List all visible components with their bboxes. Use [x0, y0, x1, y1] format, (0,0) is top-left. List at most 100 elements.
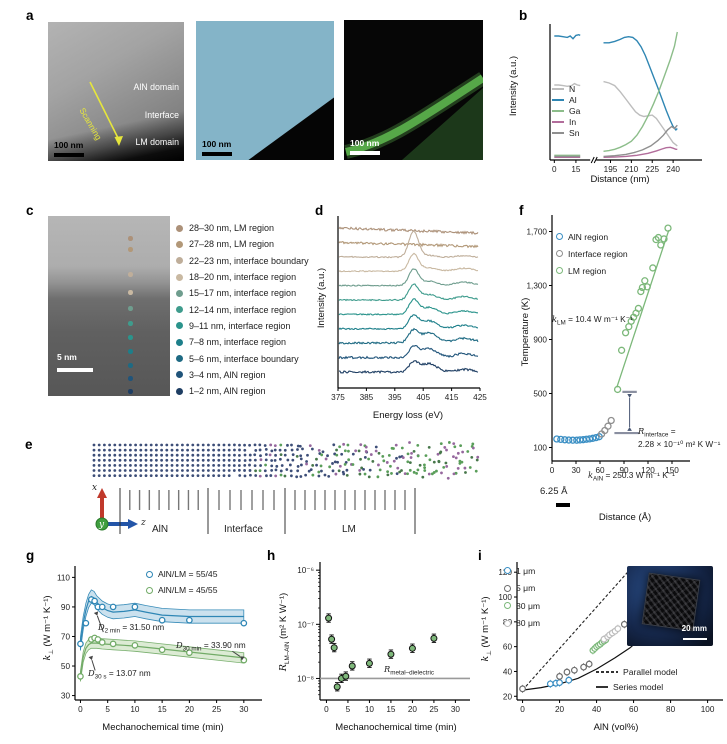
particle-size-item: 1 μm — [504, 562, 540, 580]
scalebar-label: 100 nm — [202, 139, 232, 149]
scalebar-label: 100 nm — [54, 140, 84, 150]
ruler-label-lm: LM — [342, 524, 356, 535]
probe-position-item: 3–4 nm, AlN region — [176, 367, 309, 383]
particle-size-item: 30 μm — [504, 597, 540, 615]
eds-ga-band — [344, 72, 483, 160]
svg-text:30: 30 — [451, 705, 461, 714]
g-legend: AlN/LM = 55/45 AlN/LM = 45/55 — [146, 566, 217, 598]
rmetal-dielectric-label: Rmetal–dielectric — [384, 664, 434, 677]
probe-position-item: 18–20 nm, interface region — [176, 269, 309, 285]
g-xlabel: Mechanochemical time (min) — [102, 722, 224, 733]
interface-label: Interface — [144, 110, 179, 120]
svg-text:100: 100 — [701, 705, 715, 714]
scalebar-label: 100 nm — [350, 138, 380, 148]
svg-text:0: 0 — [552, 165, 557, 174]
panel-letter-i: i — [478, 548, 482, 563]
svg-text:30: 30 — [61, 692, 71, 701]
edx-legend-item: Ga — [552, 106, 580, 117]
svg-text:25: 25 — [212, 705, 222, 714]
svg-text:25: 25 — [429, 705, 439, 714]
stem-interface-image: 5 nm — [48, 216, 170, 396]
panel-letter-b: b — [519, 8, 528, 23]
probe-position-item: 27–28 nm, LM region — [176, 236, 309, 252]
svg-text:0: 0 — [78, 705, 83, 714]
svg-text:90: 90 — [619, 466, 629, 475]
svg-text:900: 900 — [533, 336, 547, 345]
svg-text:20: 20 — [503, 692, 513, 701]
f-legend-item: Interface region — [556, 245, 628, 262]
panel-letter-c: c — [26, 203, 34, 218]
eels-probe-dots — [48, 216, 170, 396]
probe-dot — [128, 335, 133, 340]
b-ylabel: Intensity (a.u.) — [508, 55, 519, 117]
probe-position-legend: 28–30 nm, LM region 27–28 nm, LM region 22… — [176, 220, 309, 399]
f-ylabel: Temperature (K) — [520, 297, 531, 367]
panel-letter-a: a — [26, 8, 34, 23]
probe-position-item: 7–8 nm, interface region — [176, 334, 309, 350]
svg-text:5: 5 — [105, 705, 110, 714]
resistance-vs-time-chart: 10⁻⁸ 10⁻⁷ 10⁻⁶ 0 5 10 15 20 25 30 — [297, 562, 470, 714]
svg-text:40: 40 — [503, 667, 513, 676]
eels-spectra-chart: 375 385 395 405 415 425 — [331, 216, 487, 402]
svg-text:5: 5 — [346, 705, 351, 714]
svg-text:60: 60 — [503, 643, 513, 652]
probe-dot — [128, 376, 133, 381]
svg-text:0: 0 — [550, 466, 555, 475]
i-ylabel: k⊥ (W m⁻¹ K⁻¹) — [480, 596, 493, 662]
svg-text:0: 0 — [324, 705, 329, 714]
d-ylabel: Intensity (a.u.) — [316, 267, 327, 329]
scalebar — [54, 153, 84, 157]
probe-dot — [128, 321, 133, 326]
e-scalebar — [556, 503, 570, 507]
svg-text:415: 415 — [445, 393, 459, 402]
svg-text:405: 405 — [416, 393, 430, 402]
panel-letter-f: f — [519, 203, 524, 218]
probe-position-item: 28–30 nm, LM region — [176, 220, 309, 236]
svg-text:90: 90 — [61, 603, 71, 612]
probe-dot — [128, 349, 133, 354]
svg-text:10: 10 — [365, 705, 375, 714]
probe-dot — [128, 306, 133, 311]
probe-position-item: 22–23 nm, interface boundary — [176, 253, 309, 269]
inset-scalebar-label: 20 mm — [681, 624, 707, 633]
ruler-label-interface: Interface — [224, 524, 263, 535]
svg-text:10: 10 — [130, 705, 140, 714]
md-snapshot-atoms — [92, 441, 480, 480]
d30s-annotation: D30 s = 13.07 nm — [88, 668, 151, 681]
probe-position-item: 5–6 nm, interface boundary — [176, 350, 309, 366]
scalebar — [350, 151, 380, 155]
svg-text:20: 20 — [408, 705, 418, 714]
svg-text:50: 50 — [61, 662, 71, 671]
coordinate-axes-icon — [95, 488, 138, 531]
panel-letter-d: d — [315, 203, 324, 218]
edx-legend-item: Sn — [552, 127, 580, 138]
probe-dot — [128, 272, 133, 277]
d30min-annotation: D30 min = 33.90 nm — [176, 640, 246, 653]
svg-text:395: 395 — [388, 393, 402, 402]
panel-letter-h: h — [267, 548, 276, 563]
svg-text:20: 20 — [185, 705, 195, 714]
svg-text:10⁻⁸: 10⁻⁸ — [297, 674, 314, 683]
svg-text:30: 30 — [239, 705, 249, 714]
axis-z-label: z — [141, 518, 146, 528]
f-xlabel: Distance (Å) — [598, 512, 652, 523]
probe-dot — [128, 290, 133, 295]
conductivity-vs-volfrac-chart: 20406080100120020406080100 — [498, 562, 723, 714]
region-ruler: AlN Interface LM — [118, 486, 428, 538]
probe-position-item: 15–17 nm, interface region — [176, 285, 309, 301]
svg-text:225: 225 — [645, 165, 659, 174]
inset-scalebar — [683, 637, 707, 640]
svg-text:60: 60 — [629, 705, 639, 714]
particle-size-item: 80 μm — [504, 615, 540, 633]
edx-legend-item: Al — [552, 95, 580, 106]
composite-film-sample — [641, 572, 701, 632]
svg-text:150: 150 — [665, 466, 679, 475]
svg-text:10⁻⁶: 10⁻⁶ — [297, 566, 314, 575]
d-xlabel: Energy loss (eV) — [372, 410, 444, 421]
svg-text:1,300: 1,300 — [527, 282, 548, 291]
scalebar — [57, 368, 93, 372]
svg-text:0: 0 — [520, 705, 525, 714]
g-legend-item: AlN/LM = 55/45 — [146, 566, 217, 582]
svg-text:100: 100 — [498, 593, 512, 602]
edx-legend: N Al Ga In Sn — [552, 84, 580, 138]
